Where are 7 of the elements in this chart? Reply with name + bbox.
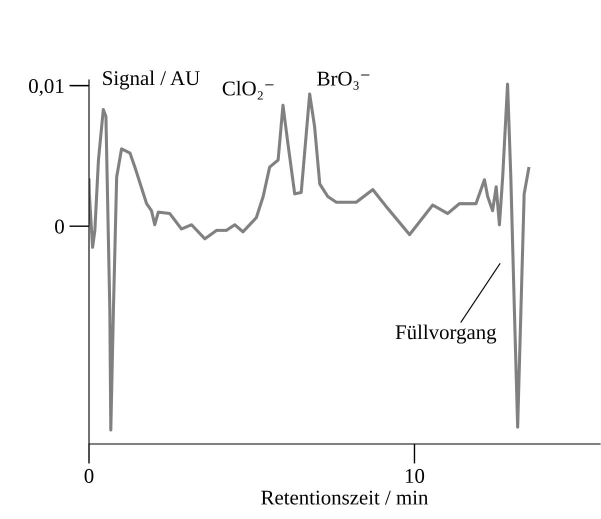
y-tick-label: 0,01: [29, 78, 64, 96]
x-tick-label: 10: [406, 468, 424, 483]
annotation: Füllvorgang: [396, 324, 496, 344]
y-axis-title: Signal / AU: [103, 70, 200, 90]
x-axis-title: Retentionszeit / min: [261, 490, 428, 505]
annotation: ClO₂⁻: [222, 80, 274, 100]
annotation: BrO₃⁻: [317, 72, 370, 90]
